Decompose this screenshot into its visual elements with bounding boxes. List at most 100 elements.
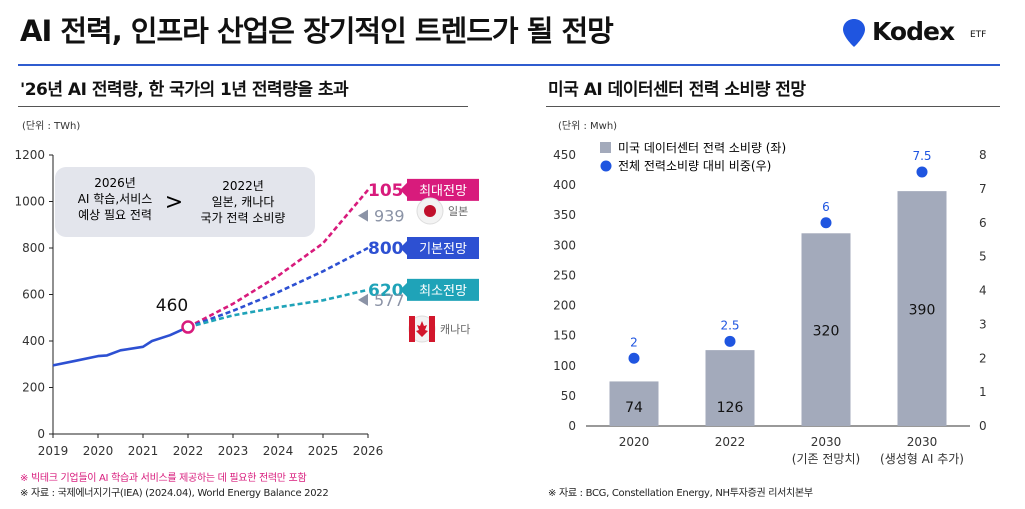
left-note-1: ※ 빅테크 기업들이 AI 학습과 서비스를 제공하는 데 필요한 전력만 포함 [20,473,307,484]
ref-pointer-canada [358,293,368,306]
callout-left-line2: AI 학습,서비스 [78,192,153,206]
legend: 미국 데이터센터 전력 소비량 (좌) 전체 전력소비량 대비 비중(우) [600,141,786,173]
dot-2 [820,217,832,229]
bar-0 [609,381,659,426]
left-x-tick-label: 2026 [353,444,384,458]
dot-value-label-0: 2 [630,335,638,349]
right-left-tick-label: 300 [553,238,576,252]
right-right-tick-label: 1 [979,385,987,399]
callout-left-line3: 예상 필요 전력 [78,208,152,222]
left-y-tick-label: 0 [37,427,45,441]
left-y-tick-label: 800 [22,241,45,255]
left-x-tick-label: 2024 [263,444,294,458]
left-panel-title: '26년 AI 전력량, 한 국가의 1년 전력량을 초과 [20,80,349,100]
right-right-tick-label: 3 [979,317,987,331]
ref-pointer-japan [358,209,368,222]
end-value-base: 800 [368,239,404,259]
right-right-tick-label: 8 [979,148,987,162]
right-right-tick-label: 4 [979,284,987,298]
legend-dot-label: 전체 전력소비량 대비 비중(우) [618,159,771,173]
header-divider [18,64,1000,66]
map-pin-icon [843,19,865,47]
tag-box-base [407,237,479,259]
left-y-tick-label: 1200 [14,148,45,162]
right-panel-title: 미국 AI 데이터센터 전력 소비량 전망 [548,80,806,100]
right-left-tick-label: 400 [553,178,576,192]
right-left-tick-label: 150 [553,329,576,343]
brand-sub: ETF [970,30,987,40]
canada-label: 캐나다 [440,323,470,336]
tag-pointer-max [400,182,407,197]
left-y-tick-label: 400 [22,334,45,348]
right-left-tick-label: 200 [553,299,576,313]
tag-pointer-min [400,282,407,297]
callout-arrow-icon: > [165,190,183,215]
right-left-tick-label: 450 [553,148,576,162]
left-line-chart: (단위 : TWh) 0 200 400 600 800 1000 1200 2019 2020… [14,119,479,458]
dot-value-label-3: 7.5 [912,149,931,163]
tag-box-min [407,278,479,301]
left-x-tick-label: 2021 [128,444,159,458]
brand-name: Kodex [872,17,955,46]
series-line-max [187,189,369,329]
japan-flag-icon [416,197,444,225]
canada-flag-icon [408,315,436,343]
callout-right-line1: 2022년 [222,179,264,193]
ref-value-canada: 577 [374,291,405,310]
bar-value-label-3: 390 [909,303,936,319]
ref-value-japan: 939 [374,207,405,226]
dot-3 [916,166,928,178]
right-unit-label: (단위 : Mwh) [558,119,617,132]
right-left-tick-label: 100 [553,359,576,373]
point-label-2022: 460 [156,296,188,316]
legend-bar-swatch [600,142,611,153]
right-right-tick-label: 6 [979,216,987,230]
legend-bar-label: 미국 데이터센터 전력 소비량 (좌) [618,141,786,155]
bar-3 [897,191,947,426]
right-left-tick-label: 250 [553,268,576,282]
x-category-label-2: 2030 [811,435,842,449]
callout-box [55,167,315,237]
right-left-tick-label: 0 [568,419,576,433]
left-note-2: ※ 자료 : 국제에너지기구(IEA) (2024.04), World Ene… [20,488,329,499]
left-y-tick-label: 600 [22,288,45,302]
callout-left-line1: 2026년 [94,176,136,190]
end-value-max: 1050 [368,181,415,201]
bar-1 [705,350,755,426]
right-right-tick-label: 7 [979,182,987,196]
left-end-labels: 1050 최대전망 800 기본전망 620 최소전망 939 577 [358,178,479,310]
tag-label-min: 최소전망 [419,284,467,299]
left-x-tick-label: 2023 [218,444,249,458]
tag-label-base: 기본전망 [419,242,467,257]
page-title: AI 전력, 인프라 산업은 장기적인 트렌드가 될 전망 [20,14,614,48]
bar-2 [801,233,851,426]
series-line-base [187,246,369,329]
right-panel-divider [546,106,1000,107]
dot-1 [724,335,736,347]
right-right-tick-label: 0 [979,419,987,433]
bar-value-label-0: 74 [625,400,643,416]
right-bar-chart: (단위 : Mwh) 미국 데이터센터 전력 소비량 (좌) 전체 전력소비량 … [553,119,987,466]
dot-value-label-1: 2.5 [720,318,739,332]
legend-dot-swatch [600,160,612,172]
left-y-tick-label: 1000 [14,195,45,209]
left-panel-divider [18,106,468,107]
right-note: ※ 자료 : BCG, Constellation Energy, NH투자증권… [548,488,813,499]
left-series: 460 [52,189,369,367]
right-bars: 74 2 2020 126 2.5 2022 320 6 2030 (기존 전망치) 390 7.5 2… [609,149,964,466]
callout-right-line3: 국가 전력 소비량 [201,211,286,225]
tag-label-max: 최대전망 [419,184,467,199]
dot-0 [628,352,640,364]
x-category-label-2: (기존 전망치) [792,452,860,466]
left-axes: 0 200 400 600 800 1000 1200 2019 2020 2021 2022 202… [14,148,383,458]
series-line-min [187,288,369,329]
left-x-tick-label: 2020 [83,444,114,458]
x-category-label-3: 2030 [907,435,938,449]
left-unit-label: (단위 : TWh) [22,119,80,132]
right-right-tick-label: 2 [979,351,987,365]
callout-right-line2: 일본, 캐나다 [212,195,275,209]
japan-label: 일본 [448,204,468,218]
left-x-tick-label: 2022 [173,444,204,458]
right-left-tick-label: 350 [553,208,576,222]
series-line-history [52,325,189,367]
